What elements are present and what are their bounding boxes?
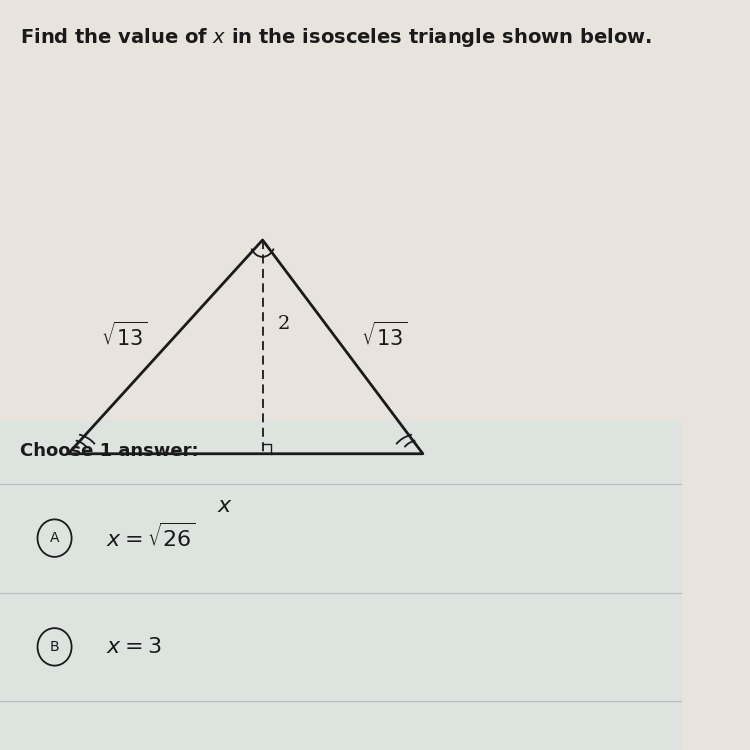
- Text: $x$: $x$: [217, 495, 233, 517]
- Text: $x = \sqrt{26}$: $x = \sqrt{26}$: [106, 524, 196, 552]
- Text: $\sqrt{13}$: $\sqrt{13}$: [361, 322, 407, 350]
- Text: $x = 3$: $x = 3$: [106, 636, 161, 658]
- Bar: [0, 420, 682, 750]
- Text: 2: 2: [278, 315, 290, 333]
- Text: Choose 1 answer:: Choose 1 answer:: [20, 442, 199, 460]
- Text: A: A: [50, 531, 59, 545]
- Text: B: B: [50, 640, 59, 654]
- Text: Find the value of $x$ in the isosceles triangle shown below.: Find the value of $x$ in the isosceles t…: [20, 26, 652, 50]
- Text: $\sqrt{13}$: $\sqrt{13}$: [101, 322, 148, 350]
